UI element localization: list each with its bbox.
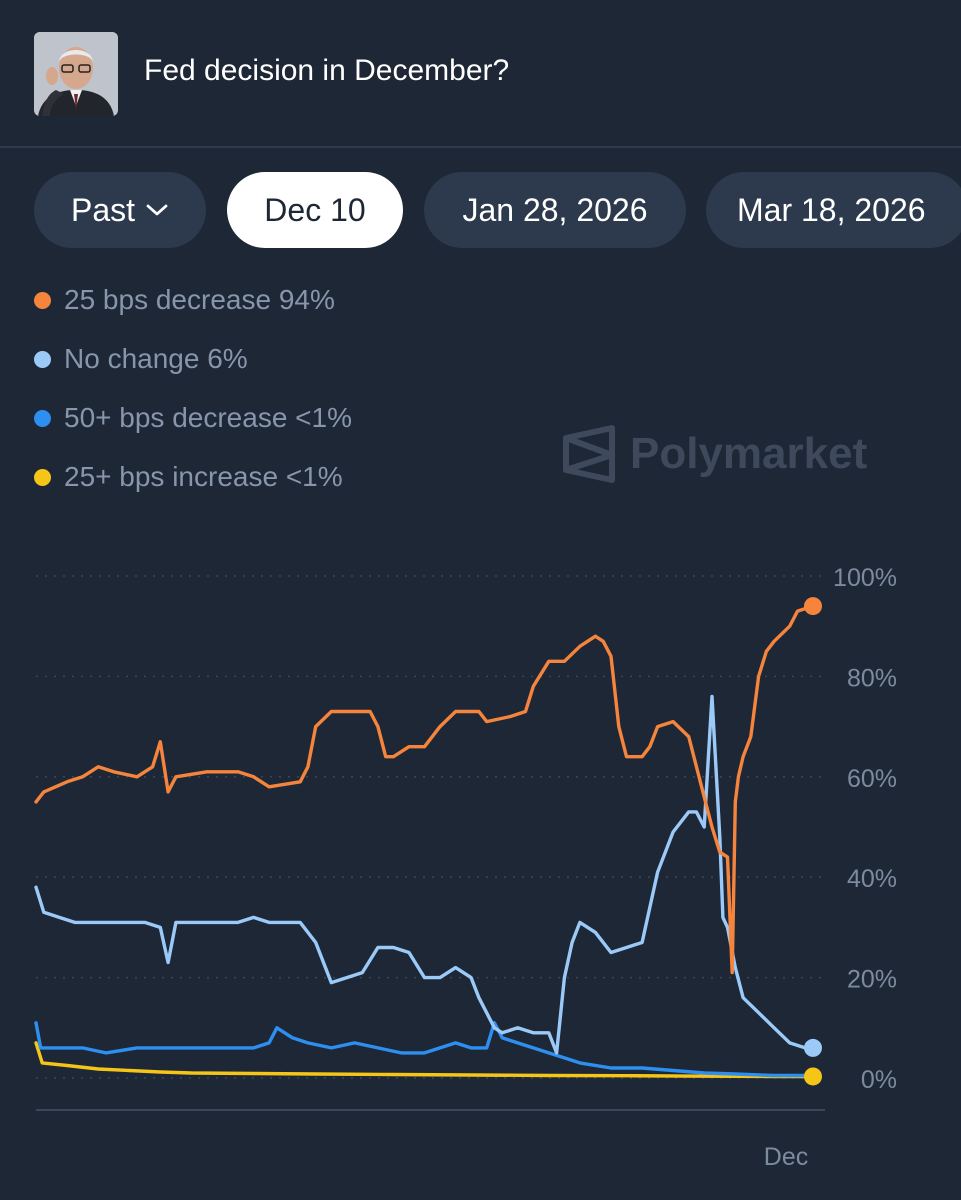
y-tick-label: 80% bbox=[847, 664, 897, 692]
polymarket-logo-icon bbox=[563, 425, 615, 483]
tab-mar-18-2026[interactable]: Mar 18, 2026 bbox=[706, 172, 961, 248]
market-header: Fed decision in December? bbox=[0, 0, 961, 148]
legend-dot bbox=[34, 468, 51, 486]
legend-label: 25 bps decrease 94% bbox=[64, 284, 335, 315]
legend-label: 25+ bps increase <1% bbox=[64, 461, 343, 492]
legend-dot bbox=[34, 291, 51, 309]
legend-dot bbox=[34, 350, 51, 368]
market-avatar[interactable] bbox=[34, 32, 118, 116]
series-line-no-change bbox=[34, 694, 815, 1055]
tab-label: Dec 10 bbox=[264, 191, 366, 228]
y-tick-label: 20% bbox=[847, 966, 897, 994]
legend-item-50-bps-decrease[interactable]: 50+ bps decrease <1% bbox=[34, 398, 634, 438]
series-line-25-bps-decrease bbox=[34, 604, 815, 975]
market-title: Fed decision in December? bbox=[144, 54, 510, 87]
legend-label: 50+ bps decrease <1% bbox=[64, 402, 352, 433]
tab-past[interactable]: Past bbox=[34, 172, 206, 248]
series-line-50-bps-decrease bbox=[34, 1021, 815, 1078]
series-line-25-bps-increase bbox=[34, 1041, 815, 1079]
tab-dec-10[interactable]: Dec 10 bbox=[227, 172, 403, 248]
tab-label: Past bbox=[70, 191, 136, 228]
series-end-marker bbox=[804, 1067, 822, 1086]
y-tick-label: 100% bbox=[833, 564, 897, 592]
legend-item-25-bps-increase[interactable]: 25+ bps increase <1% bbox=[34, 457, 634, 497]
y-tick-label: 0% bbox=[861, 1066, 897, 1094]
legend-label: No change 6% bbox=[64, 343, 248, 374]
series-end-marker bbox=[804, 597, 822, 616]
y-tick-label: 40% bbox=[847, 865, 897, 893]
series-end-marker bbox=[804, 1038, 822, 1057]
date-tabs: Past Dec 10 Jan 28, 2026 Mar 18, 2026 bbox=[34, 172, 961, 250]
legend-item-25-bps-decrease[interactable]: 25 bps decrease 94% bbox=[34, 280, 634, 320]
tab-label: Mar 18, 2026 bbox=[737, 191, 926, 228]
y-tick-label: 60% bbox=[847, 765, 897, 793]
tab-jan-28-2026[interactable]: Jan 28, 2026 bbox=[424, 172, 686, 248]
tab-label: Jan 28, 2026 bbox=[462, 191, 648, 228]
polymarket-watermark: Polymarket bbox=[562, 422, 867, 486]
x-tick-label: Dec bbox=[764, 1143, 808, 1171]
watermark-text: Polymarket bbox=[630, 429, 868, 478]
person-portrait-icon bbox=[34, 32, 118, 116]
legend-dot bbox=[34, 409, 51, 427]
legend-item-no-change[interactable]: No change 6% bbox=[34, 339, 634, 379]
chevron-down-icon bbox=[146, 204, 168, 216]
probability-chart[interactable]: 100% 80% 60% 40% 20% 0% Dec bbox=[0, 540, 961, 1190]
